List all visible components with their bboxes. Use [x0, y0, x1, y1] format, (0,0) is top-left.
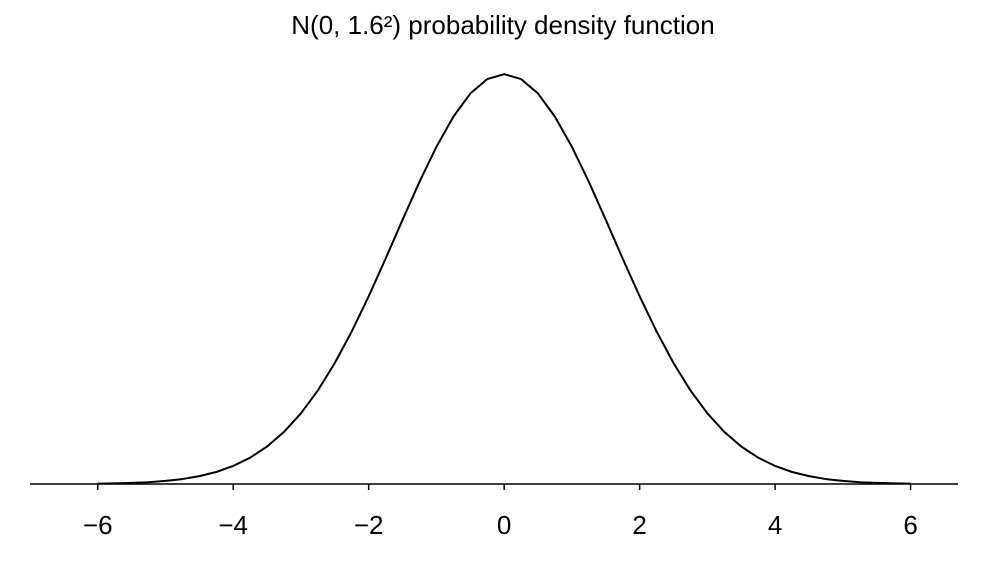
chart-title: N(0, 1.6²) probability density function — [291, 10, 714, 40]
x-tick-label: 4 — [768, 510, 782, 540]
x-tick-label: 2 — [632, 510, 646, 540]
x-tick-label: −6 — [83, 510, 113, 540]
x-tick-label: −2 — [354, 510, 384, 540]
x-tick-label: 6 — [903, 510, 917, 540]
x-tick-label: −4 — [218, 510, 248, 540]
density-curve — [97, 73, 911, 485]
x-tick-label: 0 — [497, 510, 511, 540]
